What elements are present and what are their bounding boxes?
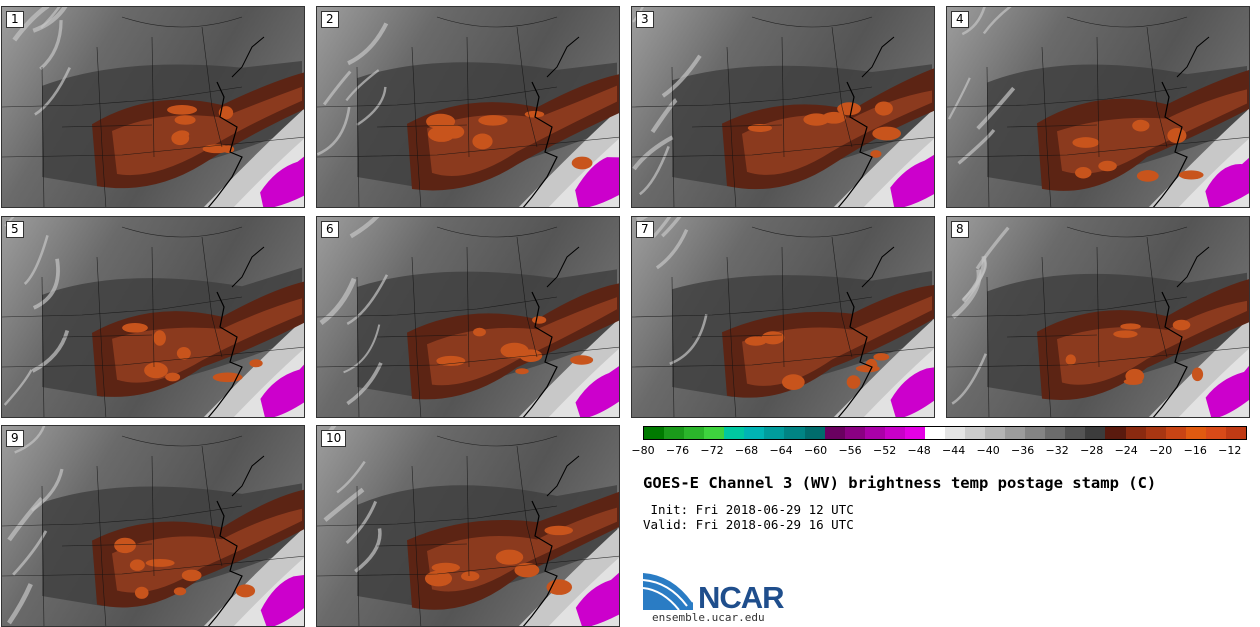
colorbar-segment (804, 427, 825, 439)
map-panel: 4 (946, 6, 1250, 208)
panel-number: 2 (321, 11, 339, 28)
colorbar-segment (944, 427, 965, 439)
colorbar-tick-label: −32 (1045, 444, 1069, 457)
colorbar-tick-label: −64 (769, 444, 793, 457)
colorbar-tick-label: −20 (1149, 444, 1173, 457)
ncar-logo-text: NCAR (698, 580, 785, 615)
map-panel: 7 (631, 216, 935, 418)
map-panel: 1 (1, 6, 305, 208)
colorbar-segment (965, 427, 986, 439)
colorbar-segment (1085, 427, 1106, 439)
colorbar-segment (1225, 427, 1246, 439)
map-panel: 3 (631, 6, 935, 208)
panel-number: 9 (6, 430, 24, 447)
colorbar-segment (724, 427, 745, 439)
colorbar-tick-label: −76 (665, 444, 690, 457)
colorbar-segment (1205, 427, 1226, 439)
colorbar-segment (1005, 427, 1026, 439)
colorbar-segment (864, 427, 885, 439)
colorbar-segment (1165, 427, 1186, 439)
colorbar-segment (844, 427, 865, 439)
ncar-logo (642, 570, 695, 616)
figure-title: GOES-E Channel 3 (WV) brightness temp po… (643, 474, 1157, 492)
colorbar-tick-label: −40 (976, 444, 1000, 457)
colorbar-segment (1065, 427, 1086, 439)
colorbar-segment (904, 427, 925, 439)
colorbar-tick-label: −56 (838, 444, 862, 457)
panel-number: 1 (6, 11, 24, 28)
map-panel: 6 (316, 216, 620, 418)
map-panel: 2 (316, 6, 620, 208)
colorbar-segment (1105, 427, 1126, 439)
colorbar-tick-label: −72 (700, 444, 724, 457)
panel-number: 10 (321, 430, 347, 447)
colorbar-tick-label: −16 (1183, 444, 1207, 457)
colorbar-tick-label: −48 (907, 444, 931, 457)
panel-number: 5 (6, 221, 24, 238)
init-time: Init: Fri 2018-06-29 12 UTC (643, 502, 854, 517)
colorbar-tick-label: −24 (1114, 444, 1138, 457)
colorbar-segment (764, 427, 785, 439)
colorbar-segment (884, 427, 905, 439)
colorbar-segment (1185, 427, 1206, 439)
map-panel: 10 (316, 425, 620, 627)
colorbar-segment (1125, 427, 1146, 439)
colorbar-segment (684, 427, 705, 439)
colorbar (643, 426, 1247, 440)
ncar-url: ensemble.ucar.edu (652, 611, 765, 624)
colorbar-segment (744, 427, 765, 439)
valid-time: Valid: Fri 2018-06-29 16 UTC (643, 517, 854, 532)
colorbar-segment (664, 427, 685, 439)
panel-number: 3 (636, 11, 654, 28)
panel-number: 6 (321, 221, 339, 238)
colorbar-ticks: −80 −76 −72 −68 −64 −60 −56 −52 −48 −44 −40 −36 −32−… (631, 444, 1247, 460)
map-panel: 9 (1, 425, 305, 627)
colorbar-segment (985, 427, 1006, 439)
panel-number: 7 (636, 221, 654, 238)
colorbar-tick-label: −44 (942, 444, 966, 457)
colorbar-tick-label: −80 (631, 444, 655, 457)
colorbar-segment (924, 427, 945, 439)
colorbar-segment (1045, 427, 1066, 439)
map-panel: 8 (946, 216, 1250, 418)
colorbar-segment (1025, 427, 1046, 439)
colorbar-segment (1145, 427, 1166, 439)
colorbar-segment (644, 427, 665, 439)
colorbar-tick-label: −68 (734, 444, 759, 457)
colorbar-tick-label: −60 (803, 444, 828, 457)
ncar-logo-icon (642, 571, 694, 611)
colorbar-tick-label: −36 (1011, 444, 1035, 457)
colorbar-segment (824, 427, 845, 439)
colorbar-tick-label: −12 (1218, 444, 1242, 457)
colorbar-tick-label: −52 (872, 444, 897, 457)
colorbar-segment (784, 427, 805, 439)
colorbar-tick-label: −28 (1080, 444, 1104, 457)
map-panel: 5 (1, 216, 305, 418)
panel-number: 4 (951, 11, 969, 28)
panel-number: 8 (951, 221, 969, 238)
colorbar-segment (704, 427, 725, 439)
